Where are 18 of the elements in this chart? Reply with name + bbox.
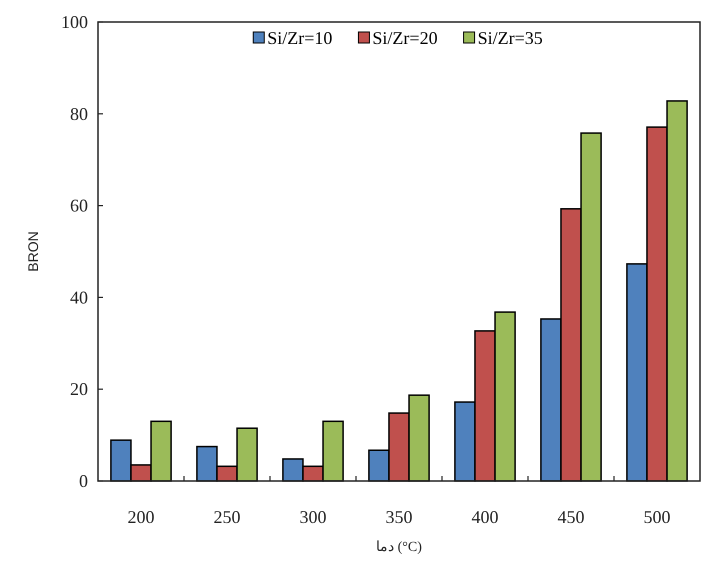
x-tick-label: 500 — [644, 507, 670, 527]
x-tick-label: 400 — [472, 507, 498, 527]
y-tick-label: 80 — [70, 104, 88, 124]
x-axis-title: دما (°C) — [376, 540, 422, 555]
y-tick-label: 100 — [61, 12, 88, 32]
x-tick-label: 250 — [214, 507, 240, 527]
x-tick-label: 200 — [128, 507, 154, 527]
y-axis-title: BRON — [25, 231, 41, 272]
x-tick-label: 450 — [558, 507, 584, 527]
x-tick-label: 300 — [300, 507, 326, 527]
legend-label: Si/Zr=20 — [372, 28, 438, 48]
x-tick-label: 350 — [386, 507, 412, 527]
legend-label: Si/Zr=10 — [267, 28, 332, 48]
legend-label: Si/Zr=35 — [478, 28, 543, 48]
y-tick-label: 40 — [70, 287, 88, 308]
y-tick-label: 0 — [79, 471, 88, 491]
y-tick-label: 60 — [70, 196, 88, 216]
y-tick-label: 20 — [70, 379, 88, 400]
